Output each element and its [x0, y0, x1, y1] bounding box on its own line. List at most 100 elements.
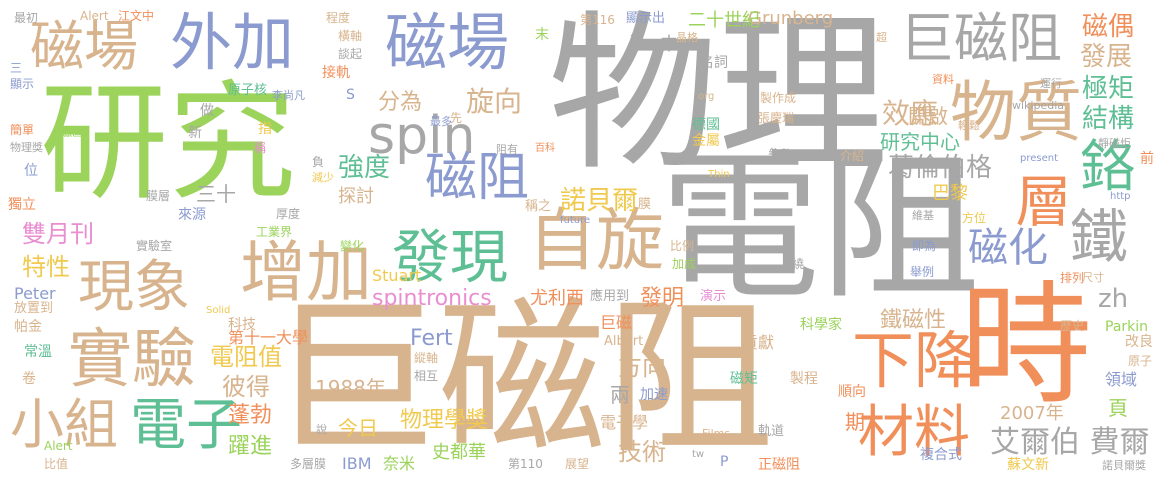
word-invention: 發明: [640, 286, 685, 311]
word-introduce: 介紹: [840, 149, 865, 163]
word-arrange: 排列: [1060, 271, 1085, 285]
word-name: 稱: [254, 141, 267, 155]
word-germany: 德國: [692, 117, 720, 133]
word-magnetic-moment: 磁矩: [730, 371, 758, 387]
word-proportion: 比例: [670, 239, 695, 253]
word-accelerate: 加速: [640, 387, 668, 403]
word-improve: 改良: [1125, 334, 1153, 350]
word-orbit-around: 繞: [792, 257, 805, 271]
word-vertical-axis: 縱軸: [414, 351, 439, 365]
word-spintronics: spintronics: [372, 286, 492, 311]
word-size: 尺寸: [1082, 271, 1104, 284]
word-source: 來源: [178, 207, 206, 223]
word-positive-mr: 正磁阻: [758, 457, 800, 473]
word-nucleus: 原子核: [228, 83, 268, 98]
word-paris: 巴黎: [932, 183, 968, 204]
word-thirty: 三十: [196, 182, 236, 206]
word-scientist: 科學家: [800, 317, 842, 333]
word-today: 今日: [338, 416, 378, 440]
word-room-temp: 常溫: [24, 344, 52, 360]
word-gmr-top: 巨磁阻: [900, 7, 1062, 70]
word-easy: 輕鬆: [958, 119, 980, 132]
word-zh: zh: [1098, 284, 1129, 314]
word-decrease: 下降: [852, 324, 977, 397]
word-intensity: 強度: [338, 153, 391, 183]
word-tw: tw: [692, 449, 705, 460]
word-physics-prize: 物理學獎: [400, 408, 489, 433]
word-alert-top: Alert: [80, 9, 109, 23]
word-resistance: 電阻: [660, 134, 981, 321]
word-new: 新: [188, 125, 202, 141]
word-resistance-value: 電阻值: [210, 343, 282, 371]
word-forward: 順向: [838, 384, 866, 400]
word-composite: 複合式: [920, 447, 962, 463]
word-demonstrate: 演示: [700, 289, 727, 304]
word-end: 末: [535, 27, 549, 43]
word-grunberg: Grunberg: [748, 8, 834, 29]
word-data: 資料: [932, 73, 954, 86]
word-property: 特性: [22, 253, 70, 281]
word-simple: 簡單: [10, 123, 35, 137]
word-parkin: Parkin: [1105, 319, 1149, 335]
word-resistance-has: 阻有: [496, 143, 518, 156]
word-jiang-wenzhong: 江文中: [118, 9, 155, 23]
word-ulysses: 尤利西: [530, 288, 584, 309]
word-place-to: 放置到: [14, 301, 54, 316]
word-film-layer: 膜層: [146, 189, 171, 203]
word-experiment: 實驗: [68, 323, 196, 397]
word-degree: 程度: [326, 11, 351, 25]
word-encyclopedia: 百科: [535, 143, 555, 154]
word-noun: 名詞: [700, 55, 728, 71]
word-talk-about: 談起: [338, 47, 363, 61]
word-discovery: 發現: [392, 223, 509, 291]
word-increase: 增加: [240, 234, 372, 311]
word-no116: 第116: [580, 13, 615, 27]
word-called: 稱之: [525, 199, 552, 214]
word-orientation: 方位: [962, 211, 987, 225]
word-super: 超: [876, 31, 887, 44]
word-development: 發展: [1080, 42, 1133, 72]
word-technology: 技術: [618, 438, 666, 466]
word-albert-fert-zh: 艾爾伯 費爾: [990, 425, 1150, 460]
word-future: future: [560, 215, 591, 226]
word-rotation: 旋向: [466, 85, 523, 118]
word-contribution: 貢獻: [742, 333, 775, 352]
word-peter-zh: 彼得: [222, 373, 270, 401]
word-metal: 金屬: [692, 133, 720, 149]
word-display: 顯示: [10, 77, 35, 91]
word-refer: 指: [258, 121, 272, 137]
word-structure: 結構: [1082, 104, 1135, 134]
word-volume: 卷: [22, 371, 36, 387]
word-thickness: 厚度: [276, 207, 301, 221]
word-iron: 鐵: [1070, 203, 1129, 271]
word-nobel: 諾貝爾: [560, 186, 639, 216]
word-wiki: 維基: [912, 209, 934, 222]
word-org: org: [698, 91, 715, 102]
word-li-shangfan: 李尚凡: [272, 89, 305, 102]
word-negative: 負: [312, 155, 325, 169]
word-connect: 接軌: [322, 65, 350, 81]
word-spin: spin: [368, 106, 476, 166]
word-phenomenon: 現象: [78, 255, 190, 320]
word-year: 年: [630, 31, 641, 44]
word-su-wenxin: 蘇文新: [1007, 457, 1049, 473]
word-magnetic-field-2: 磁場: [385, 6, 510, 79]
word-made-into: 製作成: [760, 91, 797, 105]
word-physics-award: 物理獎: [10, 141, 43, 154]
word-open: 開啟: [908, 104, 948, 128]
word-change: 變化: [340, 239, 365, 253]
word-no110: 第110: [508, 457, 543, 471]
word-example: 舉例: [910, 265, 935, 279]
word-page: 頁: [1108, 396, 1128, 420]
word-two: 兩: [610, 383, 630, 407]
word-stewart: 史都華: [432, 442, 486, 463]
word-bimonthly: 雙月刊: [22, 220, 94, 248]
word-first: 先: [450, 111, 463, 125]
word-giant-magnetoresistance: 巨磁阻: [270, 281, 774, 477]
word-ratio: 比值: [44, 457, 69, 471]
word-applied-to: 應用到: [590, 289, 630, 304]
word-chromium: 鉻: [1080, 135, 1136, 200]
word-effect: 效應: [882, 97, 939, 130]
word-substance: 物質: [950, 74, 1082, 151]
word-solid: Solid: [206, 305, 231, 316]
